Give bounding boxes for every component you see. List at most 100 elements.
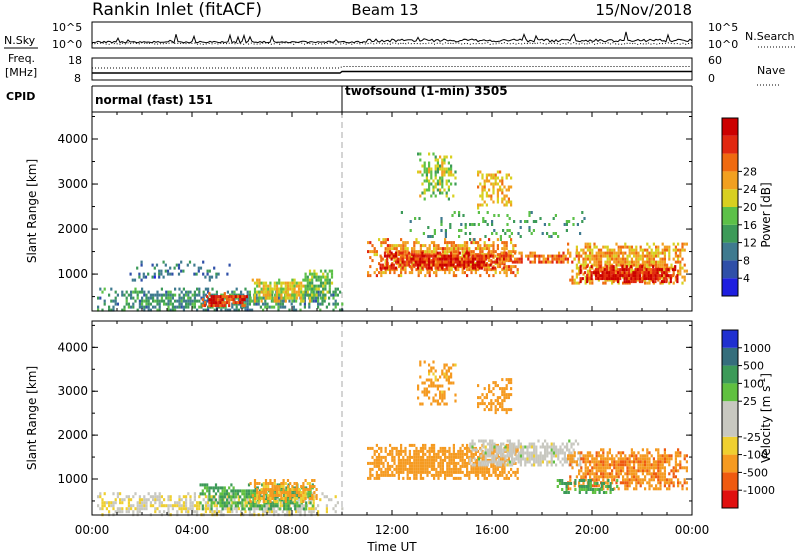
heatmap-cell (269, 507, 273, 511)
heatmap-cell (619, 457, 622, 461)
heatmap-cell (394, 266, 398, 270)
heatmap-cell (186, 263, 189, 267)
heatmap-cell (679, 254, 682, 258)
heatmap-cell (434, 378, 437, 382)
heatmap-cell (105, 507, 108, 511)
heatmap-cell (611, 460, 614, 464)
heatmap-cell (590, 277, 593, 281)
heatmap-cell (195, 272, 198, 276)
heatmap-cell (538, 254, 541, 258)
heatmap-cell (542, 257, 545, 261)
heatmap-cell (659, 469, 662, 473)
heatmap-cell (502, 442, 505, 446)
heatmap-cell (185, 290, 188, 294)
heatmap-cell (448, 464, 451, 468)
heatmap-cell (578, 269, 581, 273)
heatmap-cell (375, 268, 378, 272)
heatmap-cell (293, 494, 296, 497)
heatmap-cell (256, 290, 259, 294)
heatmap-cell (459, 455, 462, 459)
heatmap-cell (243, 507, 246, 511)
heatmap-cell (537, 457, 540, 461)
heatmap-cell (481, 470, 484, 474)
heatmap-cell (501, 182, 504, 186)
heatmap-cell (268, 504, 271, 508)
heatmap-cell (666, 460, 669, 464)
heatmap-cell (446, 250, 449, 254)
heatmap-cell (646, 257, 649, 261)
heatmap-cell (147, 299, 150, 303)
heatmap-cell (668, 281, 671, 285)
heatmap-cell (543, 223, 546, 226)
heatmap-cell (613, 466, 616, 470)
heatmap-cell (510, 203, 513, 207)
heatmap-cell (485, 247, 488, 251)
heatmap-cell (666, 248, 669, 252)
heatmap-cell (605, 491, 608, 494)
heatmap-cell (544, 260, 547, 264)
heatmap-cell (256, 281, 259, 285)
heatmap-cell (428, 170, 431, 174)
heatmap-cell (178, 287, 181, 291)
heatmap-cell (251, 278, 254, 282)
heatmap-cell (332, 302, 335, 306)
heatmap-cell (450, 372, 453, 376)
heatmap-cell (116, 302, 119, 306)
heatmap-cell (650, 254, 653, 258)
heatmap-cell (283, 507, 286, 511)
heatmap-cell (267, 290, 270, 294)
heatmap-cell (602, 245, 605, 249)
heatmap-cell (443, 260, 446, 264)
heatmap-cell (492, 191, 495, 195)
heatmap-cell (470, 268, 473, 272)
heatmap-cell (667, 268, 670, 272)
heatmap-cell (586, 257, 589, 261)
heatmap-cell (560, 260, 563, 264)
heatmap-cell (112, 504, 115, 508)
heatmap-cell (460, 260, 464, 264)
heatmap-cell (152, 495, 155, 499)
heatmap-cell (584, 460, 587, 464)
heatmap-cell (514, 257, 517, 261)
heatmap-cell (639, 463, 642, 467)
heatmap-cell (400, 238, 403, 242)
heatmap-cell (144, 275, 148, 279)
heatmap-cell (425, 170, 428, 174)
beam-title: Beam 13 (351, 1, 418, 19)
heatmap-cell (373, 449, 376, 453)
heatmap-cell (411, 253, 414, 257)
heatmap-cell (600, 466, 603, 470)
heatmap-cell (652, 257, 655, 261)
heatmap-cell (619, 460, 622, 464)
heatmap-cell (516, 268, 519, 272)
heatmap-cell (668, 484, 671, 488)
heatmap-cell (328, 284, 331, 288)
heatmap-cell (373, 452, 376, 456)
heatmap-cell (325, 504, 328, 508)
heatmap-cell (599, 277, 602, 281)
heatmap-cell (244, 510, 247, 514)
heatmap-cell (145, 293, 148, 297)
heatmap-cell (237, 507, 240, 511)
freq-tick-bottom: 8 (74, 72, 81, 85)
heatmap-cell (443, 158, 446, 162)
heatmap-cell (661, 475, 664, 479)
heatmap-cell (661, 460, 664, 464)
heatmap-cell (528, 211, 531, 214)
heatmap-cell (635, 475, 638, 479)
heatmap-cell (258, 504, 262, 508)
heatmap-cell (247, 495, 251, 499)
heatmap-cell (291, 293, 294, 297)
heatmap-cell (505, 244, 508, 248)
heatmap-cell (130, 305, 133, 309)
heatmap-cell (441, 452, 444, 456)
heatmap-cell (639, 248, 642, 252)
nsky-label: N.Sky (4, 34, 36, 47)
heatmap-cell (602, 482, 606, 485)
heatmap-cell (463, 461, 466, 465)
heatmap-cell (230, 298, 233, 302)
heatmap-cell (211, 287, 214, 291)
heatmap-cell (624, 245, 627, 249)
heatmap-cell (286, 284, 290, 288)
heatmap-cell (399, 257, 402, 261)
